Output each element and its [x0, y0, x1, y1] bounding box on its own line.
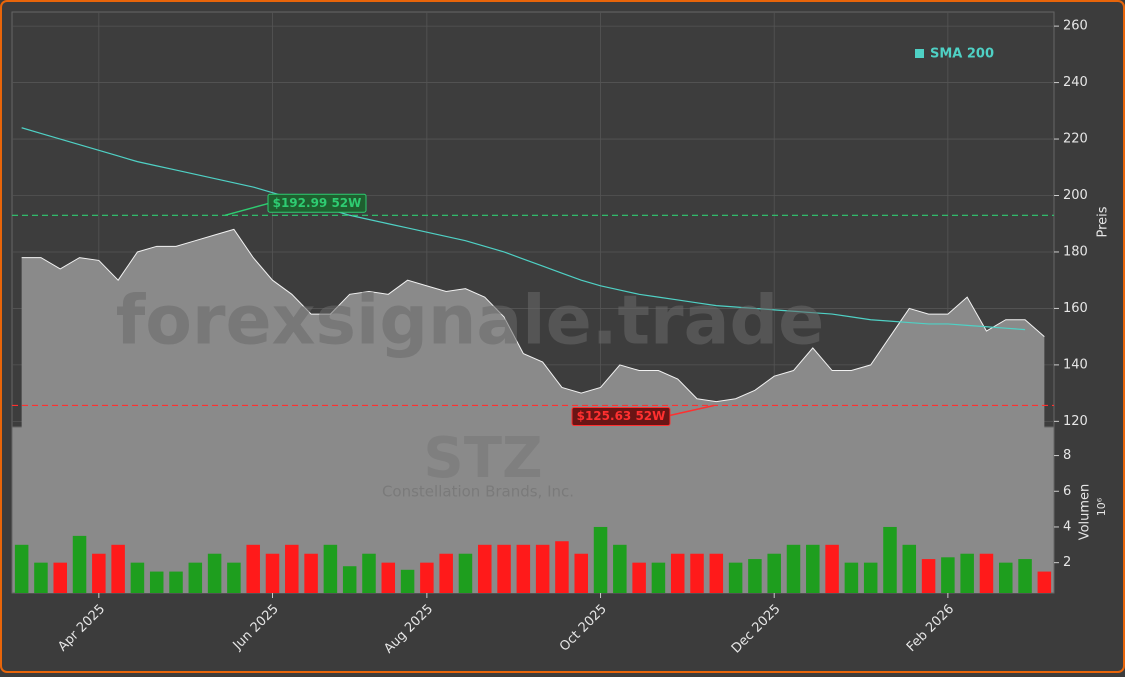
volume-bar	[497, 544, 511, 593]
volume-bar	[516, 544, 531, 593]
volume-bar	[651, 562, 666, 593]
watermark: forexsignale.trade	[116, 282, 825, 361]
volume-bar	[14, 544, 29, 593]
low-label: $125.63 52W	[577, 409, 666, 423]
volume-bar	[342, 566, 357, 593]
y-tick-label: 260	[1063, 19, 1088, 34]
volume-bar	[246, 544, 260, 593]
volume-bar	[420, 562, 434, 593]
volume-bar	[188, 562, 203, 593]
legend-swatch	[915, 49, 924, 58]
volume-bar	[478, 544, 492, 593]
marks	[14, 127, 1052, 593]
volume-tick-label: 6	[1063, 484, 1071, 499]
volume-bar	[111, 544, 125, 593]
volume-bar	[130, 562, 145, 593]
volume-bar	[207, 553, 222, 593]
volume-axis-label: Volumen	[1078, 484, 1093, 541]
volume-bar	[960, 553, 974, 593]
volume-bar	[767, 553, 781, 593]
volume-bar	[285, 544, 299, 593]
volume-bar	[535, 544, 550, 593]
watermark-symbol: STZ	[423, 426, 542, 491]
volume-bar	[92, 553, 106, 593]
volume-bar	[439, 553, 453, 593]
low-arrow	[664, 404, 715, 418]
high-label-box	[267, 193, 367, 213]
y-tick-label: 120	[1063, 414, 1088, 429]
volume-bar	[1018, 559, 1032, 593]
y-axis-label: Preis	[1096, 206, 1111, 237]
volume-bar	[748, 559, 762, 593]
volume-bar	[825, 544, 839, 593]
volume-tick-label: 8	[1063, 448, 1071, 463]
volume-bar	[844, 562, 859, 593]
volume-bar	[999, 562, 1013, 593]
volume-bar	[227, 562, 241, 593]
volume-bar	[883, 526, 897, 593]
volume-exponent: 10⁶	[1095, 497, 1108, 516]
y-tick-label: 240	[1063, 75, 1088, 90]
volume-bar	[593, 526, 608, 593]
volume-bar	[72, 535, 87, 593]
volume-tick-label: 4	[1063, 519, 1071, 534]
volume-bar	[902, 544, 917, 593]
y-tick-label: 200	[1063, 188, 1088, 203]
volume-bar	[265, 553, 280, 593]
high-label: $192.99 52W	[273, 196, 362, 210]
volume-bar	[1037, 571, 1052, 593]
volume-bar	[458, 553, 473, 593]
volume-bar	[555, 541, 569, 593]
volume-bar	[169, 571, 183, 593]
watermark-company: Constellation Brands, Inc.	[382, 483, 574, 501]
price-area	[21, 229, 1045, 593]
volume-bar	[941, 557, 955, 593]
volume-bar	[806, 544, 820, 593]
volume-bar	[690, 553, 704, 593]
volume-bar	[670, 553, 685, 593]
volume-bar	[53, 562, 67, 593]
volume-tick-label: 2	[1063, 555, 1071, 570]
volume-bar	[574, 553, 588, 593]
volume-bar	[323, 544, 338, 593]
volume-bar	[921, 559, 936, 593]
y-tick-label: 160	[1063, 301, 1088, 316]
volume-bar	[613, 544, 627, 593]
y-tick-label: 220	[1063, 132, 1088, 147]
volume-bar	[362, 553, 376, 593]
volume-bar	[979, 553, 994, 593]
volume-bar	[863, 562, 878, 593]
volume-bar	[34, 562, 48, 593]
y-tick-label: 140	[1063, 357, 1088, 372]
volume-bar	[709, 553, 724, 593]
volume-bar	[149, 571, 164, 593]
sma-line	[21, 127, 1026, 331]
volume-bar	[786, 544, 801, 593]
price-line	[21, 228, 1045, 403]
volume-bar	[632, 562, 646, 593]
y-tick-label: 180	[1063, 244, 1088, 259]
volume-bar	[304, 553, 318, 593]
low-label-box	[571, 406, 671, 426]
legend-label: SMA 200	[930, 47, 994, 62]
volume-bar	[400, 569, 415, 593]
volume-bar	[728, 562, 743, 593]
high-arrow	[224, 202, 270, 217]
volume-bar	[381, 562, 396, 593]
